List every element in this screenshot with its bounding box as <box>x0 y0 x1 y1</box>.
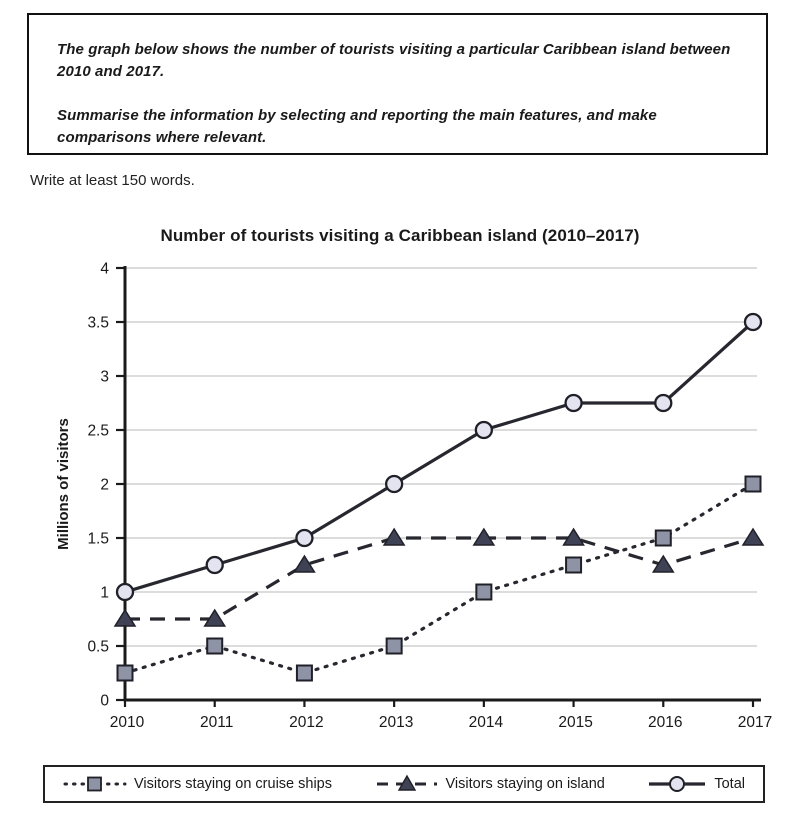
legend-item-square: Visitors staying on cruise ships <box>63 774 332 794</box>
y-tick-label: 0.5 <box>87 639 109 656</box>
word-count-instruction: Write at least 150 words. <box>30 172 195 189</box>
marker-triangle <box>472 527 496 546</box>
marker-square <box>385 637 403 655</box>
chart-svg: 0 0.5 1 1.5 2 2.5 3 3.5 4 2010 2011 2012 2013 2014 201… <box>55 261 772 732</box>
marker-triangle <box>293 554 316 573</box>
task-prompt-text-2: Summarise the information by selecting a… <box>57 107 657 146</box>
marker-circle <box>474 420 494 440</box>
legend-circle-sample-icon <box>647 774 707 794</box>
marker-square <box>206 637 224 655</box>
x-tick-label: 2010 <box>110 714 145 731</box>
marker-triangle <box>651 554 675 573</box>
legend-label: Visitors staying on cruise ships <box>134 776 332 792</box>
x-tick-label: 2013 <box>379 714 413 731</box>
legend-item-triangle: Visitors staying on island <box>375 774 605 794</box>
marker-triangle <box>113 608 137 627</box>
marker-square <box>116 664 134 682</box>
y-tick-label: 0 <box>100 693 109 710</box>
x-tick-label: 2012 <box>289 714 323 731</box>
marker-triangle <box>382 527 406 546</box>
y-axis-title: Millions of visitors <box>55 418 72 550</box>
series-line-square <box>123 482 755 675</box>
legend-label: Total <box>714 776 745 792</box>
marker-circle <box>295 528 314 548</box>
marker-circle <box>654 393 673 413</box>
marker-triangle <box>741 527 765 546</box>
marker-circle <box>205 555 224 575</box>
chart-legend: Visitors staying on cruise ships Visitor… <box>43 765 765 803</box>
task-prompt-text-1: The graph below shows the number of tour… <box>57 41 731 80</box>
y-tick-label: 4 <box>100 261 109 278</box>
legend-label: Visitors staying on island <box>445 776 605 792</box>
legend-item-circle: Total <box>647 774 745 794</box>
series-line-circle <box>124 320 755 594</box>
y-tick-label: 2.5 <box>87 423 109 440</box>
x-tick-label: 2011 <box>200 714 233 731</box>
series-line-triangle <box>125 536 754 621</box>
y-tick-label: 3 <box>100 369 109 386</box>
marker-square <box>654 529 672 547</box>
y-tick-label: 1 <box>100 585 109 602</box>
y-tick-label: 3.5 <box>87 315 109 332</box>
y-tick-label: 1.5 <box>87 531 109 548</box>
task-prompt-box: The graph below shows the number of tour… <box>27 13 768 155</box>
marker-circle <box>743 312 763 332</box>
x-tick-label: 2015 <box>558 714 592 731</box>
marker-square <box>295 664 313 682</box>
marker-square <box>744 475 762 493</box>
marker-circle <box>384 474 404 494</box>
y-tick-label: 2 <box>100 477 109 494</box>
x-tick-label: 2014 <box>469 714 504 731</box>
marker-square <box>475 583 493 601</box>
legend-triangle-sample-icon <box>375 774 439 794</box>
marker-triangle <box>203 608 227 627</box>
marker-square <box>565 556 583 574</box>
legend-square-sample-icon <box>63 774 127 794</box>
marker-circle <box>564 393 583 413</box>
x-tick-label: 2017 <box>738 714 772 731</box>
chart-title: Number of tourists visiting a Caribbean … <box>160 226 640 245</box>
marker-circle <box>115 582 135 602</box>
marker-triangle <box>562 527 585 546</box>
x-tick-label: 2016 <box>648 714 682 731</box>
